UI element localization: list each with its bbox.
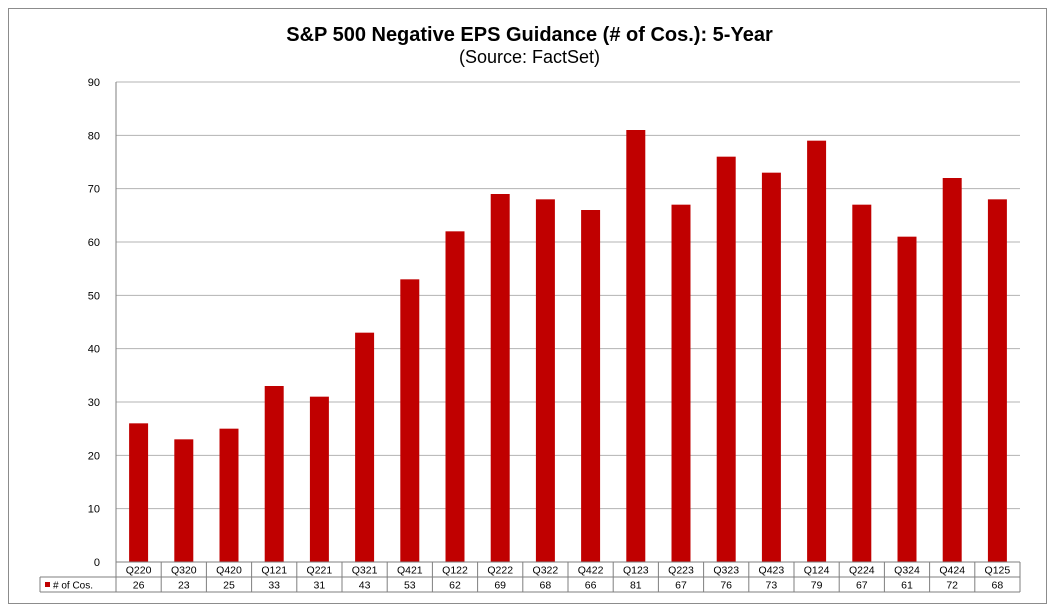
data-label: 68 <box>540 580 552 592</box>
y-tick-label: 60 <box>88 237 100 249</box>
x-tick-label: Q220 <box>126 565 152 577</box>
x-tick-label: Q321 <box>352 565 378 577</box>
data-label: 73 <box>766 580 778 592</box>
chart-title: S&P 500 Negative EPS Guidance (# of Cos.… <box>286 24 773 46</box>
bar <box>716 156 736 562</box>
bar <box>987 199 1007 563</box>
bar <box>355 332 375 562</box>
bar <box>445 231 465 563</box>
data-label: 61 <box>901 580 913 592</box>
x-tick-label: Q121 <box>261 565 287 577</box>
bar <box>761 172 781 562</box>
data-label: 81 <box>630 580 642 592</box>
legend-swatch <box>45 582 50 587</box>
data-label: 25 <box>223 580 235 592</box>
x-tick-label: Q224 <box>849 565 875 577</box>
data-label: 76 <box>720 580 732 592</box>
bar <box>626 130 646 562</box>
data-label: 26 <box>133 580 145 592</box>
data-table: Q220 26 Q320 23 Q420 25 Q121 33 Q221 31 Q321 43 Q421… <box>39 561 1021 593</box>
y-tick-label: 20 <box>88 450 100 462</box>
y-tick-label: 90 <box>88 77 100 89</box>
x-tick-label: Q324 <box>894 565 920 577</box>
data-label: 31 <box>314 580 326 592</box>
data-label: 67 <box>675 580 687 592</box>
x-tick-label: Q320 <box>171 565 197 577</box>
y-tick-label: 30 <box>88 397 100 409</box>
x-tick-label: Q423 <box>759 565 785 577</box>
data-label: 79 <box>811 580 823 592</box>
x-tick-label: Q424 <box>939 565 965 577</box>
y-tick-label: 50 <box>88 290 100 302</box>
bar <box>897 236 917 562</box>
x-tick-label: Q124 <box>804 565 830 577</box>
y-tick-label: 10 <box>88 504 100 516</box>
y-tick-label: 80 <box>88 130 100 142</box>
x-tick-label: Q420 <box>216 565 242 577</box>
bar <box>219 428 239 562</box>
y-tick-label: 40 <box>88 344 100 356</box>
x-tick-label: Q122 <box>442 565 468 577</box>
x-tick-label: Q322 <box>533 565 559 577</box>
data-label: 69 <box>494 580 506 592</box>
data-label: 53 <box>404 580 416 592</box>
data-label: 43 <box>359 580 371 592</box>
y-tick-label: 70 <box>88 184 100 196</box>
bar <box>174 439 194 562</box>
bar <box>400 279 420 562</box>
x-tick-label: Q221 <box>307 565 333 577</box>
y-tick-label: 0 <box>94 557 100 569</box>
bars <box>129 130 1007 563</box>
x-tick-label: Q125 <box>985 565 1011 577</box>
x-tick-label: Q223 <box>668 565 694 577</box>
chart-subtitle: (Source: FactSet) <box>458 47 601 67</box>
gridlines <box>115 81 1020 562</box>
bar <box>490 194 510 562</box>
bar <box>807 140 827 562</box>
data-label: 33 <box>268 580 280 592</box>
bar <box>581 210 601 562</box>
bar <box>671 204 691 562</box>
x-tick-label: Q323 <box>713 565 739 577</box>
data-label: 72 <box>946 580 958 592</box>
x-tick-label: Q123 <box>623 565 649 577</box>
bar <box>129 423 149 562</box>
data-label: 66 <box>585 580 597 592</box>
x-tick-label: Q222 <box>487 565 513 577</box>
bar <box>309 396 329 562</box>
data-label: 68 <box>992 580 1004 592</box>
bar <box>852 204 872 562</box>
bar <box>535 199 555 563</box>
data-label: 23 <box>178 580 190 592</box>
data-label: 67 <box>856 580 868 592</box>
y-axis-ticks: 0 10 20 30 40 50 60 70 80 90 <box>88 77 100 569</box>
bar <box>942 178 962 562</box>
x-tick-label: Q421 <box>397 565 423 577</box>
bar <box>264 386 284 562</box>
x-tick-label: Q422 <box>578 565 604 577</box>
legend-label: # of Cos. <box>53 581 93 592</box>
data-label: 62 <box>449 580 461 592</box>
